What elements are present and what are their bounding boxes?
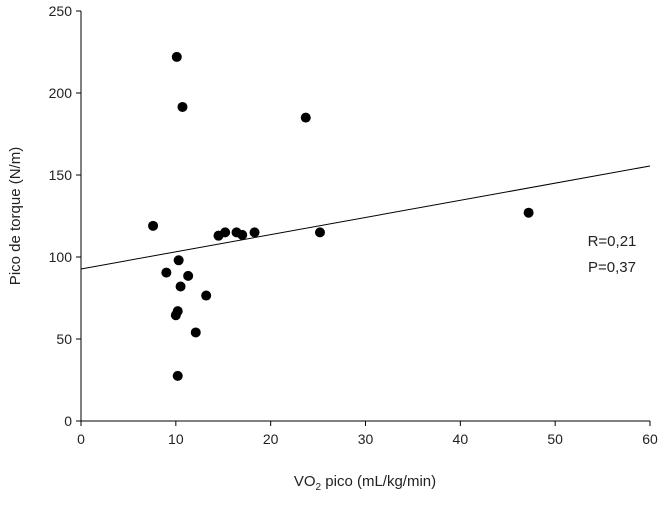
data-point bbox=[161, 267, 172, 278]
data-point bbox=[523, 207, 534, 218]
x-axis-label: VO2 pico (mL/kg/min) bbox=[294, 473, 436, 493]
data-points bbox=[80, 51, 651, 381]
data-point bbox=[249, 227, 260, 238]
y-tick-label: 50 bbox=[56, 331, 72, 347]
data-point bbox=[173, 255, 184, 266]
annotation-p: P=0,37 bbox=[588, 259, 636, 276]
annotation-r: R=0,21 bbox=[588, 233, 637, 250]
data-point bbox=[190, 327, 201, 338]
data-point bbox=[201, 290, 212, 301]
regression-line bbox=[80, 165, 651, 270]
y-tick-label: 150 bbox=[49, 167, 73, 183]
data-point bbox=[170, 310, 181, 321]
data-point bbox=[237, 229, 248, 240]
x-tick-label: 50 bbox=[547, 431, 563, 447]
y-tick-label: 250 bbox=[49, 3, 73, 19]
y-tick-label: 100 bbox=[49, 249, 73, 265]
axes: 0 10 20 30 40 50 60 0 50 100 150 200 250 bbox=[49, 3, 658, 447]
y-axis-label: Pico de torque (N/m) bbox=[7, 147, 24, 285]
x-label-prefix: VO bbox=[294, 473, 316, 490]
data-point bbox=[314, 227, 325, 238]
y-tick-label: 0 bbox=[64, 413, 72, 429]
data-point bbox=[175, 281, 186, 292]
x-tick-label: 30 bbox=[358, 431, 374, 447]
data-point bbox=[171, 51, 182, 62]
x-label-suffix: pico (mL/kg/min) bbox=[321, 473, 436, 490]
data-point bbox=[172, 370, 183, 381]
x-tick-label: 20 bbox=[263, 431, 279, 447]
data-point bbox=[220, 227, 231, 238]
x-tick-label: 40 bbox=[453, 431, 469, 447]
x-label-subscript: 2 bbox=[316, 482, 322, 493]
data-point bbox=[300, 112, 311, 123]
y-tick-label: 200 bbox=[49, 85, 73, 101]
x-tick-label: 0 bbox=[77, 431, 85, 447]
data-point bbox=[183, 270, 194, 281]
x-tick-label: 10 bbox=[168, 431, 184, 447]
data-point bbox=[177, 101, 188, 112]
data-point bbox=[148, 220, 159, 231]
x-tick-label: 60 bbox=[642, 431, 658, 447]
